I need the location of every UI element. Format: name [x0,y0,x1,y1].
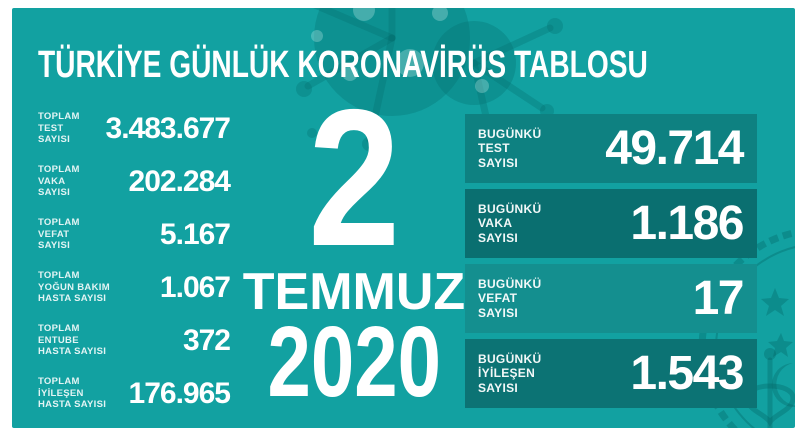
total-vefat-label: TOPLAM VEFAT SAYISI [38,217,80,252]
total-test-label: TOPLAM TEST SAYISI [38,111,80,146]
total-yogun-bakim-value: 1.067 [159,270,231,304]
total-test-value: 3.483.677 [105,111,231,145]
daily-test-label: BUGÜNKÜ TEST SAYISI [478,126,542,170]
total-vaka-row: TOPLAM VAKA SAYISI 202.284 [38,155,231,208]
total-iyilesen-value: 176.965 [128,376,231,410]
total-yogun-bakim-row: TOPLAM YOĞUN BAKIM HASTA SAYISI 1.067 [38,261,231,314]
total-entube-label: TOPLAM ENTUBE HASTA SAYISI [38,323,107,358]
daily-vaka-value: 1.186 [630,197,744,250]
daily-test-value: 49.714 [605,122,744,175]
daily-iyilesen-value: 1.543 [630,347,744,400]
total-vaka-value: 202.284 [128,164,231,198]
total-iyilesen-label: TOPLAM İYİLEŞEN HASTA SAYISI [38,376,107,411]
daily-iyilesen-label: BUGÜNKÜ İYİLEŞEN SAYISI [478,351,542,395]
page-title: TÜRKİYE GÜNLÜK KORONAVİRÜS TABLOSU [38,44,648,86]
date-year: 2020 [267,306,441,418]
daily-vefat-value: 17 [692,272,745,325]
total-test-row: TOPLAM TEST SAYISI 3.483.677 [38,102,231,155]
daily-vefat-label: BUGÜNKÜ VEFAT SAYISI [478,276,542,320]
daily-column: BUGÜNKÜ TEST SAYISI 49.714 BUGÜNKÜ VAKA … [465,114,757,414]
date-block: 2 TEMMUZ 2020 [243,69,465,418]
date-month: TEMMUZ [242,263,466,321]
total-iyilesen-row: TOPLAM İYİLEŞEN HASTA SAYISI 176.965 [38,367,231,420]
total-vefat-value: 5.167 [159,217,231,251]
total-entube-row: TOPLAM ENTUBE HASTA SAYISI 372 [38,314,231,367]
daily-vaka-label: BUGÜNKÜ VAKA SAYISI [478,201,542,245]
daily-iyilesen-panel: BUGÜNKÜ İYİLEŞEN SAYISI 1.543 [465,339,757,408]
daily-vaka-panel: BUGÜNKÜ VAKA SAYISI 1.186 [465,189,757,258]
coronavirus-table-card: TÜRKİYE GÜNLÜK KORONAVİRÜS TABLOSU TOPLA… [12,8,795,428]
total-yogun-bakim-label: TOPLAM YOĞUN BAKIM HASTA SAYISI [38,270,110,305]
daily-test-panel: BUGÜNKÜ TEST SAYISI 49.714 [465,114,757,183]
totals-column: TOPLAM TEST SAYISI 3.483.677 TOPLAM VAKA… [38,102,231,420]
daily-vefat-panel: BUGÜNKÜ VEFAT SAYISI 17 [465,264,757,333]
total-entube-value: 372 [182,323,231,357]
date-day: 2 [307,69,401,287]
total-vaka-label: TOPLAM VAKA SAYISI [38,164,80,199]
total-vefat-row: TOPLAM VEFAT SAYISI 5.167 [38,208,231,261]
